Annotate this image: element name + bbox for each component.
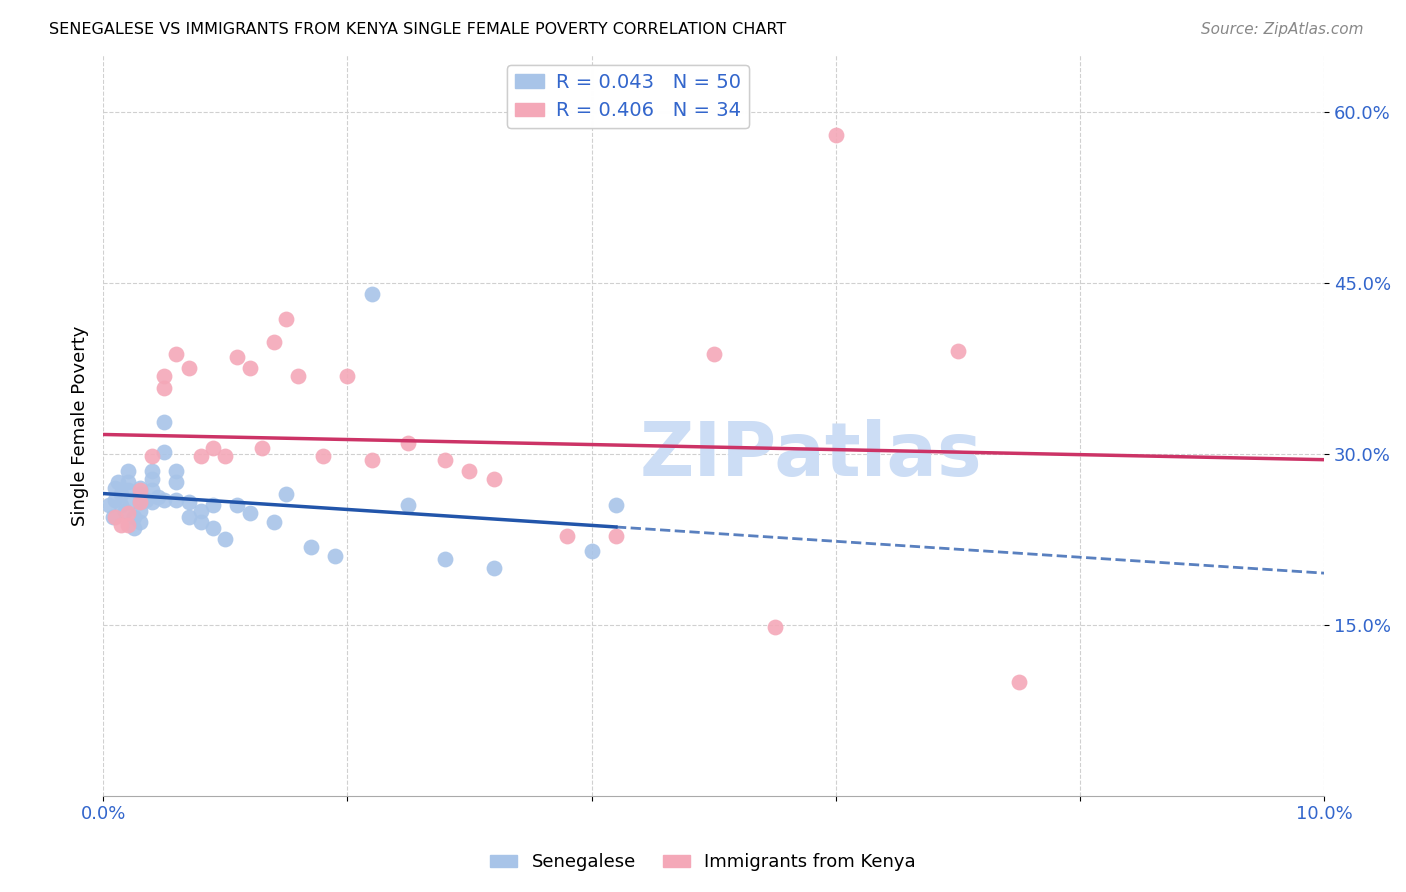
Point — [555, 529, 578, 543]
Point — [299, 541, 322, 555]
Text: SENEGALESE VS IMMIGRANTS FROM KENYA SINGLE FEMALE POVERTY CORRELATION CHART: SENEGALESE VS IMMIGRANTS FROM KENYA SING… — [49, 22, 786, 37]
Text: ZIPatlas: ZIPatlas — [640, 418, 983, 491]
Point — [202, 442, 225, 456]
Text: Source: ZipAtlas.com: Source: ZipAtlas.com — [1201, 22, 1364, 37]
Point — [703, 346, 725, 360]
Point — [434, 452, 457, 467]
Point — [360, 287, 382, 301]
Point — [128, 495, 150, 509]
Point — [323, 549, 346, 564]
Point — [396, 498, 419, 512]
Point — [165, 464, 187, 478]
Point — [276, 312, 298, 326]
Point — [153, 415, 176, 429]
Point — [107, 475, 129, 490]
Point — [434, 551, 457, 566]
Point — [128, 487, 150, 501]
Point — [763, 620, 786, 634]
Point — [110, 517, 132, 532]
Point — [287, 369, 309, 384]
Point — [146, 490, 169, 504]
Point — [276, 487, 298, 501]
Point — [336, 369, 359, 384]
Point — [190, 504, 212, 518]
Point — [482, 561, 505, 575]
Point — [165, 346, 187, 360]
Point — [250, 442, 273, 456]
Point — [202, 498, 225, 512]
Point — [128, 516, 150, 530]
Point — [482, 472, 505, 486]
Point — [202, 521, 225, 535]
Point — [101, 509, 124, 524]
Point — [605, 498, 627, 512]
Point — [153, 444, 176, 458]
Point — [128, 483, 150, 498]
Point — [165, 475, 187, 490]
Point — [263, 516, 285, 530]
Point — [104, 481, 127, 495]
Point — [141, 495, 163, 509]
Point — [214, 533, 236, 547]
Point — [190, 516, 212, 530]
Point — [396, 435, 419, 450]
Point — [153, 369, 176, 384]
Point — [239, 361, 262, 376]
Point — [581, 543, 603, 558]
Point — [153, 492, 176, 507]
Point — [239, 506, 262, 520]
Point — [226, 350, 249, 364]
Point — [114, 504, 136, 518]
Point — [128, 504, 150, 518]
Point — [141, 449, 163, 463]
Legend: R = 0.043   N = 50, R = 0.406   N = 34: R = 0.043 N = 50, R = 0.406 N = 34 — [508, 65, 749, 128]
Point — [128, 495, 150, 509]
Point — [135, 492, 157, 507]
Point — [141, 472, 163, 486]
Point — [190, 449, 212, 463]
Point — [118, 495, 141, 509]
Point — [165, 492, 187, 507]
Point — [263, 335, 285, 350]
Point — [946, 344, 969, 359]
Point — [312, 449, 335, 463]
Point — [110, 487, 132, 501]
Point — [177, 495, 200, 509]
Point — [117, 475, 139, 490]
Point — [605, 529, 627, 543]
Point — [177, 361, 200, 376]
Point — [128, 481, 150, 495]
Point — [117, 506, 139, 520]
Legend: Senegalese, Immigrants from Kenya: Senegalese, Immigrants from Kenya — [482, 847, 924, 879]
Point — [117, 517, 139, 532]
Point — [458, 464, 481, 478]
Point — [360, 452, 382, 467]
Point — [1008, 674, 1031, 689]
Point — [104, 492, 127, 507]
Point — [214, 449, 236, 463]
Point — [110, 498, 132, 512]
Point — [177, 509, 200, 524]
Point — [122, 521, 145, 535]
Y-axis label: Single Female Poverty: Single Female Poverty — [72, 326, 89, 525]
Point — [141, 483, 163, 498]
Point — [117, 464, 139, 478]
Point — [153, 381, 176, 395]
Point — [104, 509, 127, 524]
Point — [98, 498, 121, 512]
Point — [824, 128, 846, 142]
Point — [141, 464, 163, 478]
Point — [122, 509, 145, 524]
Point — [226, 498, 249, 512]
Point — [117, 483, 139, 498]
